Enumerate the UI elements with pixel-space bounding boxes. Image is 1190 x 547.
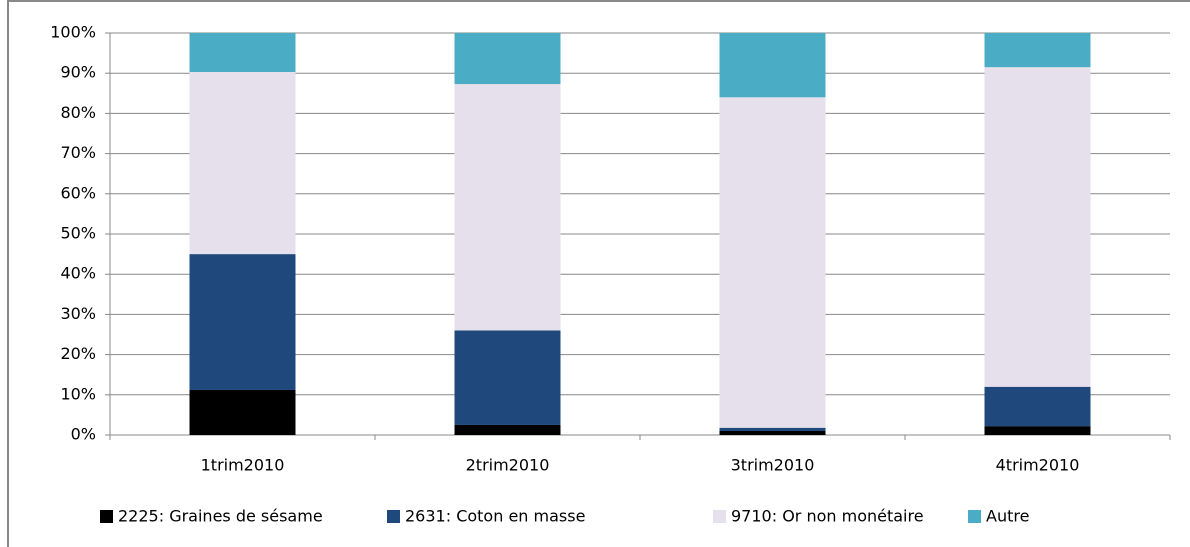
bar-segment [984,386,1091,427]
x-tick-label: 4trim2010 [996,456,1080,475]
x-tick-label: 1trim2010 [201,456,285,475]
bar-segment [719,97,826,428]
bar-segment [454,33,561,85]
bar-segment [189,389,296,435]
legend-swatch [713,510,726,523]
y-tick-label: 100% [50,23,96,42]
bar-segment [984,33,1091,68]
legend-swatch [968,510,981,523]
legend-label: Autre [986,507,1029,526]
legend-swatch [100,510,113,523]
x-tick-label: 2trim2010 [466,456,550,475]
x-tick-label: 3trim2010 [731,456,815,475]
bar-segment [984,67,1091,387]
legend-label: 2225: Graines de sésame [118,507,323,526]
bar-segment [454,330,561,425]
y-tick-label: 10% [60,384,96,403]
y-tick-label: 70% [60,143,96,162]
bar-segment [189,71,296,255]
bar-segment [719,33,826,98]
bar-segment [189,33,296,72]
y-tick-label: 90% [60,63,96,82]
bar-segment [984,426,1091,435]
bar-segment [719,430,826,435]
bar-segment [454,424,561,435]
y-tick-label: 20% [60,344,96,363]
legend-label: 9710: Or non monétaire [731,507,924,526]
bar-segment [454,84,561,331]
y-tick-label: 60% [60,183,96,202]
y-tick-label: 80% [60,103,96,122]
legend-label: 2631: Coton en masse [405,507,585,526]
y-tick-label: 0% [71,425,96,444]
bar-segment [189,254,296,390]
y-tick-label: 40% [60,264,96,283]
legend-swatch [387,510,400,523]
y-tick-label: 50% [60,224,96,243]
y-tick-label: 30% [60,304,96,323]
bar-segment [719,427,826,431]
